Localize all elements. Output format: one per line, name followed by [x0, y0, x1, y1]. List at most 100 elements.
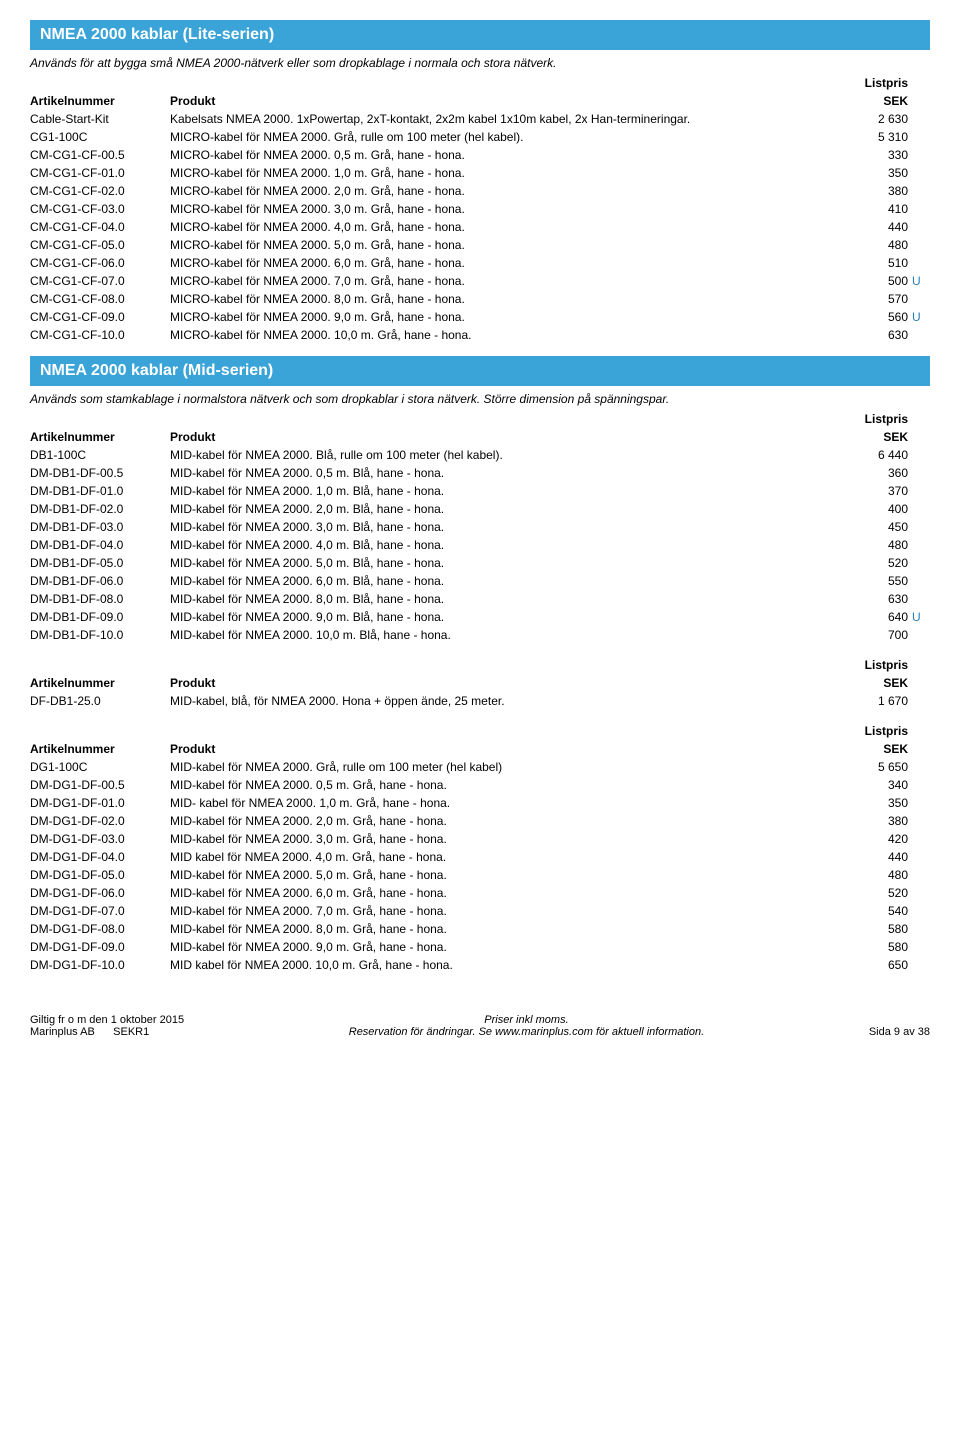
- cell-flag: [912, 692, 930, 710]
- cell-art: CM-CG1-CF-10.0: [30, 326, 170, 344]
- cell-flag: [912, 884, 930, 902]
- cell-price: 2 630: [842, 110, 912, 128]
- cell-art: DM-DG1-DF-00.5: [30, 776, 170, 794]
- table-row: DM-DB1-DF-05.0MID-kabel för NMEA 2000. 5…: [30, 554, 930, 572]
- cell-art: Cable-Start-Kit: [30, 110, 170, 128]
- cell-prod: MICRO-kabel för NMEA 2000. Grå, rulle om…: [170, 128, 842, 146]
- cell-art: DM-DB1-DF-05.0: [30, 554, 170, 572]
- cell-art: DF-DB1-25.0: [30, 692, 170, 710]
- cell-prod: MICRO-kabel för NMEA 2000. 3,0 m. Grå, h…: [170, 200, 842, 218]
- cell-flag: [912, 326, 930, 344]
- cell-prod: MICRO-kabel för NMEA 2000. 9,0 m. Grå, h…: [170, 308, 842, 326]
- table-row: Cable-Start-KitKabelsats NMEA 2000. 1xPo…: [30, 110, 930, 128]
- table-row: CM-CG1-CF-01.0MICRO-kabel för NMEA 2000.…: [30, 164, 930, 182]
- cell-art: CM-CG1-CF-08.0: [30, 290, 170, 308]
- cell-art: DM-DG1-DF-02.0: [30, 812, 170, 830]
- cell-art: DM-DG1-DF-06.0: [30, 884, 170, 902]
- cell-prod: MID kabel för NMEA 2000. 10,0 m. Grå, ha…: [170, 956, 842, 974]
- cell-price: 580: [842, 920, 912, 938]
- col-prod: Produkt: [170, 428, 842, 446]
- listpris-label: Listpris: [842, 410, 912, 428]
- section2-table2: Listpris Artikelnummer Produkt SEK DF-DB…: [30, 656, 930, 710]
- table-row: DF-DB1-25.0MID-kabel, blå, för NMEA 2000…: [30, 692, 930, 710]
- cell-art: DM-DG1-DF-09.0: [30, 938, 170, 956]
- table-row: DM-DB1-DF-03.0MID-kabel för NMEA 2000. 3…: [30, 518, 930, 536]
- cell-art: DB1-100C: [30, 446, 170, 464]
- cell-art: DM-DB1-DF-06.0: [30, 572, 170, 590]
- cell-flag: [912, 146, 930, 164]
- cell-prod: MICRO-kabel för NMEA 2000. 8,0 m. Grå, h…: [170, 290, 842, 308]
- footer-left: Giltig fr o m den 1 oktober 2015 Marinpl…: [30, 1014, 184, 1038]
- cell-prod: MID-kabel för NMEA 2000. 6,0 m. Blå, han…: [170, 572, 842, 590]
- cell-flag: [912, 776, 930, 794]
- table-row: DM-DB1-DF-09.0MID-kabel för NMEA 2000. 9…: [30, 608, 930, 626]
- cell-price: 480: [842, 536, 912, 554]
- cell-price: 630: [842, 590, 912, 608]
- footer-moms: Priser inkl moms.: [349, 1014, 704, 1026]
- cell-art: DM-DB1-DF-09.0: [30, 608, 170, 626]
- cell-prod: MID-kabel för NMEA 2000. 0,5 m. Blå, han…: [170, 464, 842, 482]
- cell-prod: MICRO-kabel för NMEA 2000. 7,0 m. Grå, h…: [170, 272, 842, 290]
- cell-price: 370: [842, 482, 912, 500]
- cell-prod: MID-kabel för NMEA 2000. 8,0 m. Blå, han…: [170, 590, 842, 608]
- cell-prod: MID-kabel för NMEA 2000. 3,0 m. Blå, han…: [170, 518, 842, 536]
- col-prod: Produkt: [170, 674, 842, 692]
- cell-art: DM-DB1-DF-08.0: [30, 590, 170, 608]
- cell-prod: MICRO-kabel för NMEA 2000. 5,0 m. Grå, h…: [170, 236, 842, 254]
- cell-prod: MID-kabel för NMEA 2000. 0,5 m. Grå, han…: [170, 776, 842, 794]
- cell-price: 350: [842, 164, 912, 182]
- cell-prod: MID-kabel för NMEA 2000. 7,0 m. Grå, han…: [170, 902, 842, 920]
- col-prod: Produkt: [170, 92, 842, 110]
- cell-art: CM-CG1-CF-03.0: [30, 200, 170, 218]
- col-sek: SEK: [842, 674, 912, 692]
- table-row: CM-CG1-CF-00.5MICRO-kabel för NMEA 2000.…: [30, 146, 930, 164]
- cell-flag: [912, 848, 930, 866]
- cell-price: 380: [842, 182, 912, 200]
- cell-flag: [912, 920, 930, 938]
- footer-page: Sida 9 av 38: [869, 1026, 930, 1038]
- cell-price: 650: [842, 956, 912, 974]
- cell-price: 400: [842, 500, 912, 518]
- cell-art: DM-DG1-DF-05.0: [30, 866, 170, 884]
- table-row: DM-DB1-DF-10.0MID-kabel för NMEA 2000. 1…: [30, 626, 930, 644]
- listpris-label: Listpris: [842, 74, 912, 92]
- cell-art: CM-CG1-CF-01.0: [30, 164, 170, 182]
- cell-price: 5 650: [842, 758, 912, 776]
- cell-prod: MID-kabel för NMEA 2000. 2,0 m. Blå, han…: [170, 500, 842, 518]
- footer-code: SEKR1: [113, 1026, 149, 1038]
- cell-art: CG1-100C: [30, 128, 170, 146]
- cell-art: CM-CG1-CF-05.0: [30, 236, 170, 254]
- cell-price: 450: [842, 518, 912, 536]
- cell-prod: MID-kabel för NMEA 2000. Blå, rulle om 1…: [170, 446, 842, 464]
- col-art: Artikelnummer: [30, 92, 170, 110]
- cell-art: DM-DB1-DF-00.5: [30, 464, 170, 482]
- cell-price: 330: [842, 146, 912, 164]
- footer-date: Giltig fr o m den 1 oktober 2015: [30, 1014, 184, 1026]
- cell-flag: [912, 254, 930, 272]
- section1-header: NMEA 2000 kablar (Lite-serien): [30, 20, 930, 50]
- cell-flag: [912, 536, 930, 554]
- cell-flag: [912, 164, 930, 182]
- table-row: CM-CG1-CF-06.0MICRO-kabel för NMEA 2000.…: [30, 254, 930, 272]
- table-row: DG1-100CMID-kabel för NMEA 2000. Grå, ru…: [30, 758, 930, 776]
- cell-price: 1 670: [842, 692, 912, 710]
- cell-flag: [912, 482, 930, 500]
- table-row: CM-CG1-CF-08.0MICRO-kabel för NMEA 2000.…: [30, 290, 930, 308]
- section2-table1: Listpris Artikelnummer Produkt SEK DB1-1…: [30, 410, 930, 644]
- table-row: DM-DB1-DF-02.0MID-kabel för NMEA 2000. 2…: [30, 500, 930, 518]
- section2-intro: Används som stamkablage i normalstora nä…: [30, 392, 930, 406]
- cell-flag: [912, 110, 930, 128]
- listpris-label: Listpris: [842, 722, 912, 740]
- cell-prod: MID-kabel för NMEA 2000. 2,0 m. Grå, han…: [170, 812, 842, 830]
- cell-flag: [912, 128, 930, 146]
- cell-price: 440: [842, 218, 912, 236]
- cell-flag: [912, 572, 930, 590]
- cell-prod: MID-kabel för NMEA 2000. 10,0 m. Blå, ha…: [170, 626, 842, 644]
- cell-prod: MICRO-kabel för NMEA 2000. 1,0 m. Grå, h…: [170, 164, 842, 182]
- table-row: DM-DG1-DF-00.5MID-kabel för NMEA 2000. 0…: [30, 776, 930, 794]
- cell-flag: [912, 812, 930, 830]
- cell-flag: U: [912, 308, 930, 326]
- cell-prod: MID- kabel för NMEA 2000. 1,0 m. Grå, ha…: [170, 794, 842, 812]
- table-row: DM-DG1-DF-02.0MID-kabel för NMEA 2000. 2…: [30, 812, 930, 830]
- cell-prod: MID-kabel för NMEA 2000. 5,0 m. Grå, han…: [170, 866, 842, 884]
